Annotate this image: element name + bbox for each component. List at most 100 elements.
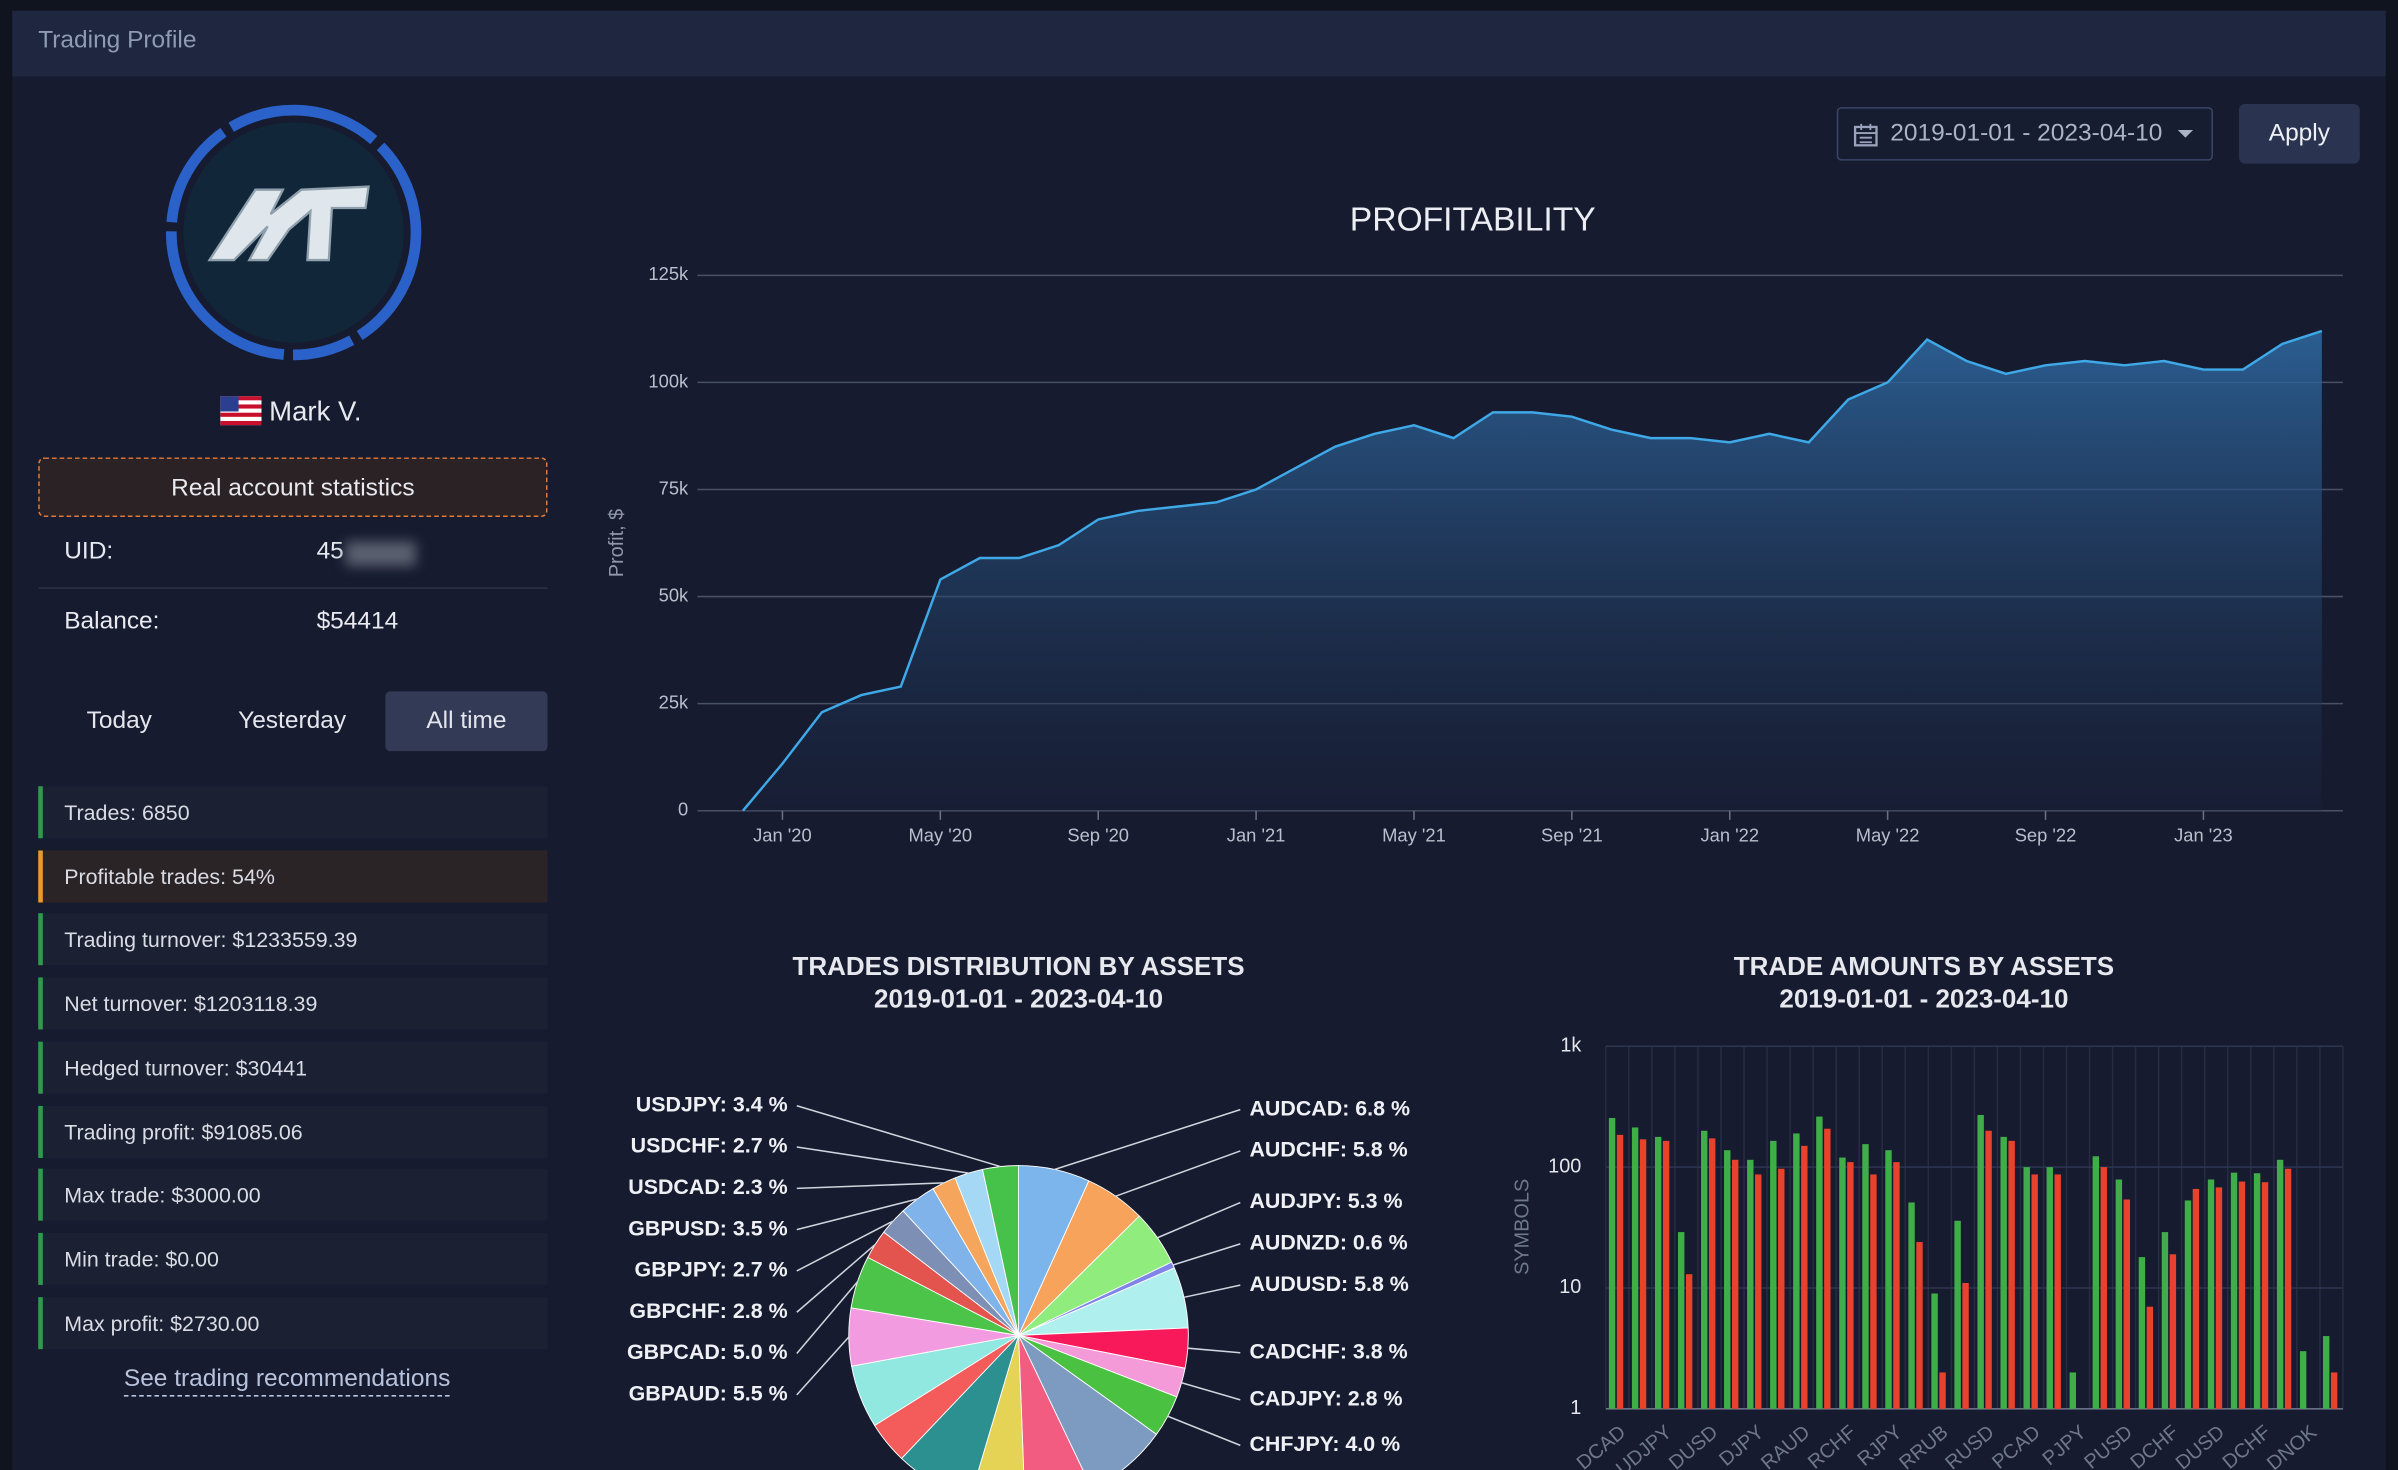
bar: [1862, 1144, 1869, 1409]
y-tick-label: 10: [1559, 1276, 1581, 1298]
y-tick-label: 1k: [1560, 1035, 1581, 1057]
bar: [1962, 1282, 1969, 1409]
bar: [1977, 1115, 1984, 1409]
date-range: 2019-01-01 - 2023-04-10: [1890, 120, 2163, 147]
bar: [1916, 1242, 1923, 1409]
y-axis-label: Profit, $: [606, 509, 628, 578]
account-badge: Real account statistics: [38, 457, 548, 518]
bar: [2000, 1136, 2007, 1409]
bar: [1793, 1133, 1800, 1409]
bar: [2123, 1199, 2131, 1409]
bar: [1893, 1162, 1900, 1409]
y-tick-label: 0: [678, 799, 688, 820]
bar: [1801, 1145, 1808, 1409]
data-label: GBPAUD: 5.5 %: [629, 1381, 788, 1405]
bar: [1908, 1202, 1915, 1409]
bar: [1724, 1150, 1731, 1409]
leader-line: [1183, 1284, 1241, 1299]
bar: [2054, 1174, 2061, 1409]
bar: [2031, 1174, 2038, 1409]
leader-line: [796, 1104, 1001, 1168]
stat-row: Trades: 6850: [38, 786, 548, 839]
chart-subtitle: 2019-01-01 - 2023-04-10: [874, 983, 1163, 1013]
bar: [2046, 1167, 2053, 1409]
bar: [1954, 1220, 1961, 1409]
tab[interactable]: Today: [86, 708, 152, 735]
data-label: GBPJPY: 2.7 %: [635, 1258, 788, 1282]
bar: [2322, 1336, 2330, 1409]
leader-line: [796, 1146, 969, 1174]
bar: [2215, 1187, 2223, 1409]
bar: [2092, 1156, 2100, 1409]
data-label: AUDCAD: 6.8 %: [1249, 1096, 1410, 1120]
x-tick-label: Jan '23: [2174, 825, 2233, 846]
bar: [1839, 1157, 1846, 1409]
bar: [2230, 1172, 2238, 1409]
data-label: CADJPY: 2.8 %: [1249, 1386, 1402, 1410]
data-label: GBPUSD: 3.5 %: [628, 1216, 787, 1240]
y-axis-label: SYMBOLS: [1511, 1179, 1533, 1275]
bar: [2115, 1179, 2123, 1409]
x-tick-label: Jan '22: [1700, 825, 1759, 846]
x-tick-label: May '20: [908, 825, 972, 846]
chart-title: PROFITABILITY: [1350, 202, 1596, 239]
y-tick-label: 50k: [659, 584, 689, 605]
chart-title: TRADE AMOUNTS BY ASSETS: [1734, 951, 2114, 981]
uid-label: UID:: [64, 538, 114, 565]
data-label: CADCHF: 3.8 %: [1249, 1339, 1407, 1363]
y-tick-label: 1: [1570, 1397, 1581, 1419]
header: Trading Profile: [12, 10, 2386, 77]
stat-row: Hedged turnover: $30441: [38, 1041, 548, 1094]
y-tick-label: 100k: [648, 370, 689, 391]
bar: [1631, 1127, 1639, 1409]
recommendations-link[interactable]: See trading recommendations: [123, 1366, 451, 1397]
x-tick-label: RCHF: [1804, 1421, 1860, 1470]
leader-line: [796, 1336, 850, 1396]
bar: [2284, 1168, 2292, 1409]
date-picker[interactable]: 2019-01-01 - 2023-04-10: [1836, 107, 2213, 161]
bar: [1770, 1140, 1777, 1409]
bar: [2330, 1372, 2338, 1409]
leader-line: [1187, 1347, 1241, 1354]
bar: [1847, 1162, 1854, 1409]
x-tick-label: DUSD: [2172, 1421, 2229, 1470]
bar: [2299, 1351, 2307, 1409]
leader-line: [796, 1281, 859, 1355]
bar: [2100, 1167, 2107, 1409]
bar: [1616, 1134, 1624, 1409]
bar: [1654, 1136, 1662, 1409]
balance-value: $54414: [316, 608, 399, 635]
x-tick-label: Sep '22: [2015, 825, 2077, 846]
leader-line: [1115, 1150, 1241, 1197]
x-tick-label: PCAD: [1988, 1421, 2044, 1470]
bar: [2253, 1173, 2261, 1409]
bar: [1755, 1174, 1762, 1409]
bar: [1639, 1139, 1647, 1409]
bar: [1985, 1130, 1992, 1409]
bar: [1708, 1138, 1716, 1409]
flag: [220, 396, 262, 426]
data-label: AUDJPY: 5.3 %: [1249, 1189, 1402, 1213]
pie-slice: [978, 1335, 1025, 1470]
x-tick-label: PJPY: [2039, 1421, 2091, 1470]
bar: [1677, 1232, 1685, 1409]
stat-row: Profitable trades: 54%: [38, 850, 548, 903]
avatar: [165, 104, 422, 361]
uid-value: 45: [316, 538, 344, 565]
bar: [2069, 1372, 2077, 1409]
area: [742, 331, 2322, 811]
bar: [2276, 1159, 2284, 1409]
apply-button[interactable]: Apply: [2238, 104, 2360, 164]
pie-slice: [1018, 1335, 1158, 1470]
tab-active[interactable]: All time: [385, 691, 548, 752]
x-tick-label: Sep '21: [1541, 825, 1603, 846]
tab[interactable]: Yesterday: [238, 708, 347, 735]
bar: [1662, 1140, 1670, 1409]
uid-blur: [345, 541, 416, 566]
y-tick-label: 100: [1548, 1155, 1581, 1177]
chart-title: TRADES DISTRIBUTION BY ASSETS: [792, 951, 1244, 981]
balance-label: Balance:: [64, 608, 160, 635]
x-tick-label: RJPY: [1853, 1421, 1906, 1470]
